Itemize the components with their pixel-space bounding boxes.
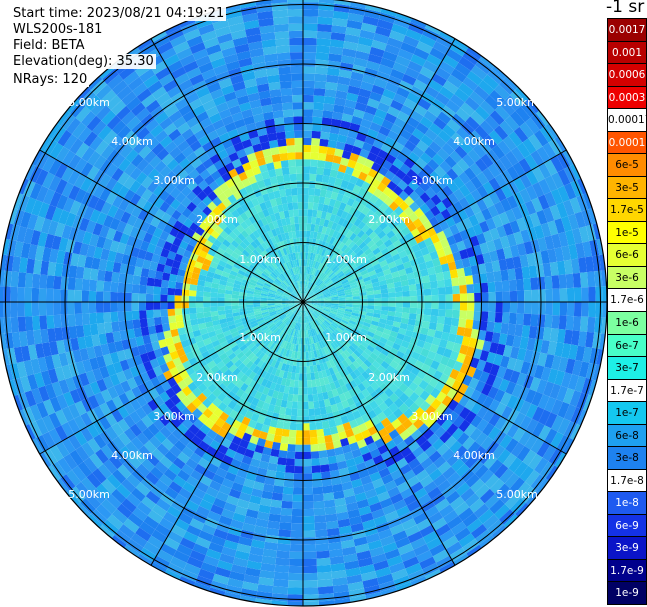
colorbar-level: 1e-6 [607,311,647,335]
range-label: 5.00km [68,488,110,501]
range-labels: 1.00km 1.00km 1.00km 1.00km 2.00km 2.00km 2.00… [68,96,538,501]
range-label: 4.00km [111,449,153,462]
nrays-text: NRays: 120 [11,72,90,87]
instrument-text: WLS200s-181 [11,22,105,37]
ppi-plot: 1.00km 1.00km 1.00km 1.00km 2.00km 2.00km 2.00… [0,0,607,607]
colorbar-level: 3e-8 [607,446,647,470]
range-label: 4.00km [453,449,495,462]
colorbar-level: 1e-9 [607,581,647,605]
range-label: 1.00km [239,331,281,344]
colorbar-level: 0.0001 [607,130,647,155]
colorbar-level: 1.7e-5 [607,198,647,222]
range-label: 4.00km [111,135,153,148]
colorbar-level: 0.0006 [607,63,647,87]
colorbar-level: 0.00017 [607,108,647,132]
colorbar-level: 1e-8 [607,491,647,515]
range-label: 3.00km [153,174,195,187]
range-label: 3.00km [411,174,453,187]
field-text: Field: BETA [11,38,87,53]
colorbar-level: 1e-5 [607,220,647,245]
colorbar-level: 0.0003 [607,85,647,110]
radar-sectors [0,0,607,607]
colorbar-level: 1e-7 [607,401,647,425]
range-label: 5.00km [496,96,538,109]
colorbar-level: 1.7e-7 [607,378,647,403]
colorbar-level: 3e-7 [607,356,647,380]
range-label: 3.00km [411,410,453,423]
start-time-text: Start time: 2023/08/21 04:19:21 [11,6,227,21]
colorbar-level: 0.001 [607,40,647,65]
colorbar-level: 1.7e-6 [607,288,647,312]
range-label: 1.00km [325,331,367,344]
range-rings-and-spokes [0,0,607,607]
colorbar-level: 0.0017 [607,18,647,42]
colorbar-level: 6e-8 [607,423,647,448]
range-label: 5.00km [496,488,538,501]
colorbar-level: 3e-9 [607,536,647,560]
range-label: 5.00km [68,96,110,109]
colorbar-level: 3e-5 [607,175,647,200]
range-label: 3.00km [153,410,195,423]
range-label: 2.00km [368,213,410,226]
colorbar-level: 1.7e-8 [607,468,647,493]
colorbar: 0.00170.0010.00060.00030.000170.00016e-5… [607,18,647,605]
colorbar-level: 6e-5 [607,153,647,177]
colorbar-level: 6e-9 [607,513,647,538]
range-label: 2.00km [196,213,238,226]
range-label: 1.00km [239,253,281,266]
colorbar-unit-label: -1 sr [606,0,645,17]
range-label: 2.00km [368,371,410,384]
elevation-text: Elevation(deg): 35.30 [11,54,156,69]
range-label: 2.00km [196,371,238,384]
colorbar-level: 1.7e-9 [607,558,647,583]
colorbar-level: 6e-6 [607,243,647,267]
colorbar-level: 6e-7 [607,333,647,358]
colorbar-level: 3e-6 [607,265,647,290]
range-label: 4.00km [453,135,495,148]
range-label: 1.00km [325,253,367,266]
